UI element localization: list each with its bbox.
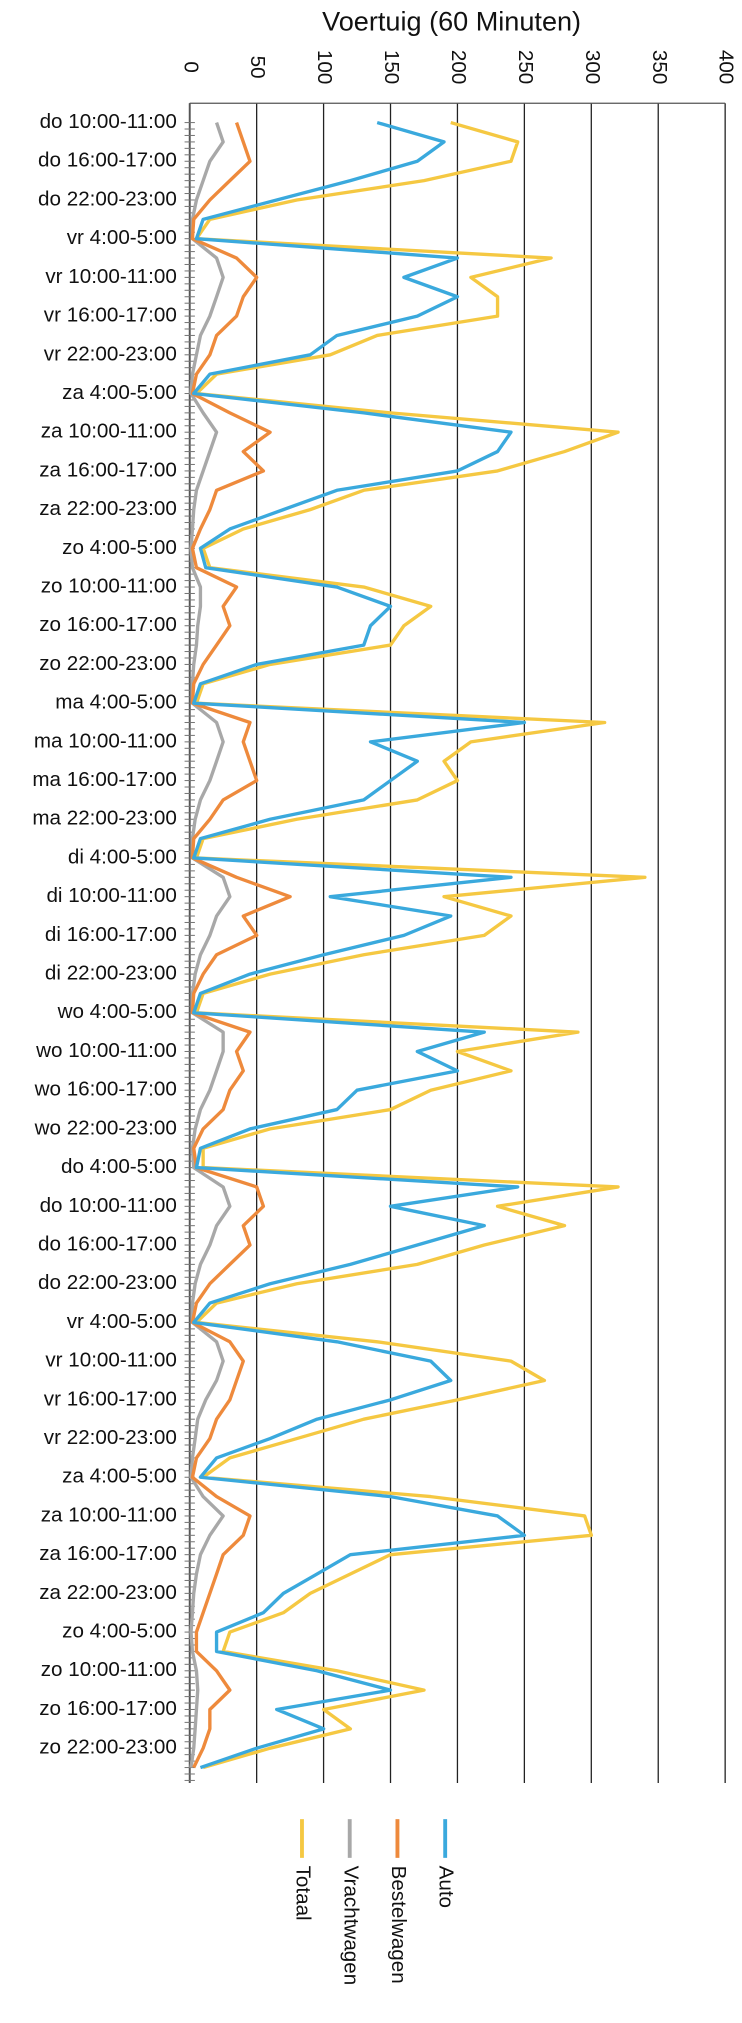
y-tick-label: ma 22:00-23:00 — [32, 807, 176, 830]
y-tick-label: zo 4:00-5:00 — [62, 1620, 177, 1643]
legend-label: Totaal — [292, 1866, 315, 1921]
x-tick-label: 300 — [581, 50, 604, 84]
y-tick-label: za 4:00-5:00 — [62, 1465, 177, 1488]
y-tick-label: za 4:00-5:00 — [62, 381, 177, 404]
y-tick-label: vr 16:00-17:00 — [44, 1387, 177, 1410]
series-line — [192, 120, 527, 1770]
x-tick-label: 50 — [246, 56, 269, 79]
y-tick-label: ma 4:00-5:00 — [55, 691, 177, 714]
x-tick-label: 0 — [179, 61, 202, 72]
y-tick-label: di 22:00-23:00 — [45, 962, 177, 985]
series-line — [194, 120, 647, 1770]
y-tick-label: ma 16:00-17:00 — [32, 768, 176, 791]
legend-label: Auto — [435, 1866, 458, 1908]
y-tick-label: vr 4:00-5:00 — [67, 226, 177, 249]
y-tick-label: za 10:00-11:00 — [41, 1503, 177, 1526]
y-tick-label: do 4:00-5:00 — [61, 1155, 177, 1178]
x-tick-label: 200 — [447, 50, 470, 84]
x-tick-label: 400 — [715, 50, 738, 84]
y-tick-label: do 16:00-17:00 — [38, 1232, 177, 1255]
y-tick-label: do 10:00-11:00 — [40, 1194, 177, 1217]
y-tick-label: ma 10:00-11:00 — [34, 729, 177, 752]
y-tick-label: za 16:00-17:00 — [39, 458, 177, 481]
x-tick-label: 350 — [648, 50, 671, 84]
y-tick-label: wo 10:00-11:00 — [35, 1039, 177, 1062]
y-tick-label: za 16:00-17:00 — [39, 1542, 177, 1565]
y-tick-label: wo 22:00-23:00 — [34, 1116, 177, 1139]
y-tick-label: di 10:00-11:00 — [46, 884, 176, 907]
y-tick-label: zo 10:00-11:00 — [41, 574, 177, 597]
y-tick-label: do 16:00-17:00 — [38, 149, 177, 172]
series-line — [189, 122, 232, 1768]
y-tick-label: wo 4:00-5:00 — [57, 1000, 177, 1023]
legend-label: Bestelwagen — [387, 1866, 410, 1984]
y-tick-label: vr 10:00-11:00 — [45, 265, 176, 288]
y-tick-label: za 10:00-11:00 — [41, 420, 177, 443]
y-tick-label: di 16:00-17:00 — [45, 923, 177, 946]
y-tick-label: zo 4:00-5:00 — [62, 536, 177, 559]
y-tick-label: vr 22:00-23:00 — [44, 342, 177, 365]
y-tick-label: zo 16:00-17:00 — [39, 613, 177, 636]
y-tick-label: vr 10:00-11:00 — [45, 1349, 176, 1372]
series-line — [190, 122, 292, 1769]
y-tick-label: za 22:00-23:00 — [39, 1581, 177, 1604]
y-tick-label: wo 16:00-17:00 — [34, 1078, 177, 1101]
x-tick-label: 150 — [380, 50, 403, 84]
y-tick-label: zo 22:00-23:00 — [39, 1736, 177, 1759]
y-tick-label: vr 4:00-5:00 — [67, 1310, 177, 1333]
y-tick-label: di 4:00-5:00 — [68, 845, 177, 868]
legend-label: Vrachtwagen — [339, 1866, 362, 1986]
chart-title: Voertuig (60 Minuten) — [322, 5, 581, 36]
y-tick-label: do 22:00-23:00 — [38, 1271, 177, 1294]
x-tick-label: 250 — [514, 50, 537, 84]
y-tick-label: zo 22:00-23:00 — [39, 652, 177, 675]
y-tick-label: zo 10:00-11:00 — [41, 1658, 177, 1681]
x-tick-label: 100 — [313, 50, 336, 84]
y-tick-label: vr 16:00-17:00 — [44, 304, 177, 327]
y-tick-label: do 10:00-11:00 — [40, 110, 177, 133]
y-tick-label: za 22:00-23:00 — [39, 497, 177, 520]
y-tick-label: do 22:00-23:00 — [38, 187, 177, 210]
y-tick-label: zo 16:00-17:00 — [39, 1697, 177, 1720]
y-tick-label: vr 22:00-23:00 — [44, 1426, 177, 1449]
